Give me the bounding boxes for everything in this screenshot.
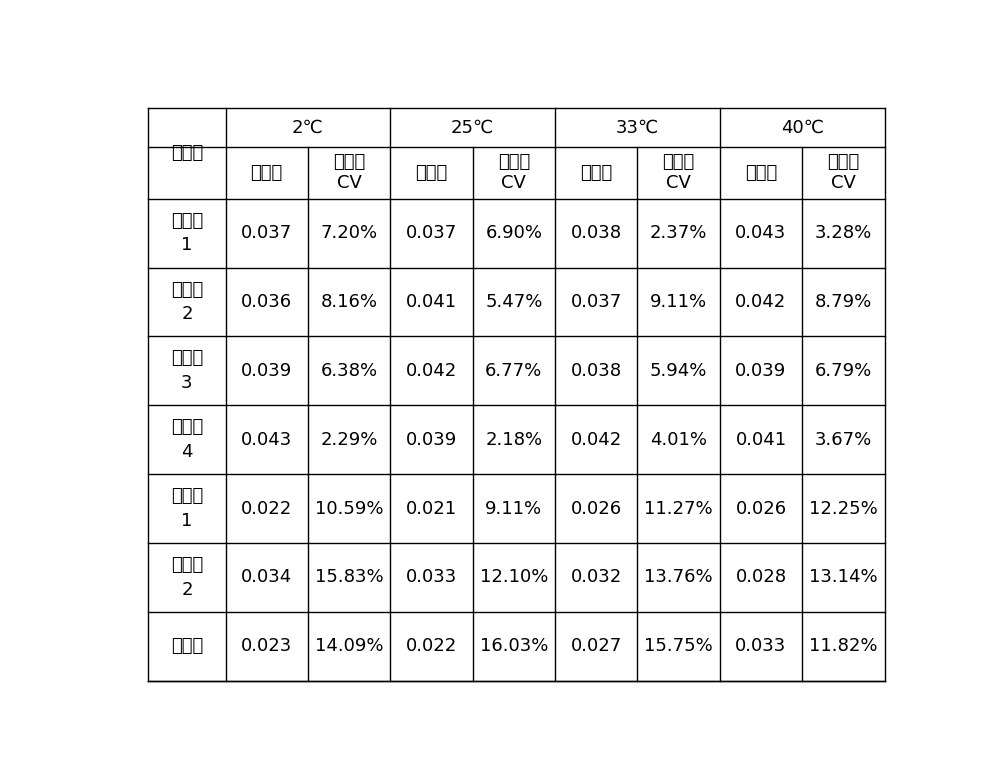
Text: 2: 2 — [181, 305, 193, 323]
Text: 0.043: 0.043 — [241, 430, 292, 448]
Text: 0.028: 0.028 — [735, 569, 787, 587]
Text: 15.75%: 15.75% — [644, 637, 713, 655]
Text: 0.034: 0.034 — [241, 569, 292, 587]
Text: 实施例: 实施例 — [171, 280, 203, 298]
Text: 16.03%: 16.03% — [480, 637, 548, 655]
Text: 0.033: 0.033 — [406, 569, 457, 587]
Text: 0.037: 0.037 — [571, 293, 622, 311]
Text: 3.67%: 3.67% — [815, 430, 872, 448]
Text: 6.77%: 6.77% — [485, 362, 542, 380]
Text: 4: 4 — [181, 443, 193, 461]
Text: 4.01%: 4.01% — [650, 430, 707, 448]
Text: 重复性
CV: 重复性 CV — [333, 154, 365, 192]
Text: 5.47%: 5.47% — [485, 293, 543, 311]
Text: 8.79%: 8.79% — [815, 293, 872, 311]
Text: 0.026: 0.026 — [735, 500, 787, 517]
Text: 0.042: 0.042 — [406, 362, 457, 380]
Text: 0.041: 0.041 — [735, 430, 787, 448]
Text: 平均值: 平均值 — [251, 164, 283, 182]
Text: 0.022: 0.022 — [241, 500, 292, 517]
Text: 平均值: 平均值 — [415, 164, 448, 182]
Text: 3.28%: 3.28% — [815, 224, 872, 242]
Text: 0.023: 0.023 — [241, 637, 292, 655]
Text: 0.032: 0.032 — [571, 569, 622, 587]
Text: 试验组: 试验组 — [171, 145, 203, 162]
Text: 0.042: 0.042 — [735, 293, 787, 311]
Text: 2.29%: 2.29% — [320, 430, 378, 448]
Text: 0.037: 0.037 — [241, 224, 292, 242]
Text: 0.027: 0.027 — [571, 637, 622, 655]
Text: 11.27%: 11.27% — [644, 500, 713, 517]
Text: 14.09%: 14.09% — [315, 637, 383, 655]
Text: 1: 1 — [181, 512, 193, 530]
Text: 1: 1 — [181, 236, 193, 255]
Text: 2℃: 2℃ — [292, 119, 324, 137]
Text: 13.76%: 13.76% — [644, 569, 713, 587]
Text: 9.11%: 9.11% — [485, 500, 542, 517]
Text: 2: 2 — [181, 581, 193, 599]
Text: 0.039: 0.039 — [406, 430, 457, 448]
Text: 9.11%: 9.11% — [650, 293, 707, 311]
Text: 0.033: 0.033 — [735, 637, 787, 655]
Text: 33℃: 33℃ — [616, 119, 659, 137]
Text: 12.25%: 12.25% — [809, 500, 878, 517]
Text: 15.83%: 15.83% — [315, 569, 383, 587]
Text: 5.94%: 5.94% — [650, 362, 707, 380]
Text: 重复性
CV: 重复性 CV — [498, 154, 530, 192]
Text: 11.82%: 11.82% — [809, 637, 878, 655]
Text: 重复性
CV: 重复性 CV — [662, 154, 695, 192]
Text: 实施例: 实施例 — [171, 350, 203, 368]
Text: 13.14%: 13.14% — [809, 569, 878, 587]
Text: 0.036: 0.036 — [241, 293, 292, 311]
Text: 对比例: 对比例 — [171, 637, 203, 655]
Text: 0.041: 0.041 — [406, 293, 457, 311]
Text: 40℃: 40℃ — [781, 119, 824, 137]
Text: 0.037: 0.037 — [406, 224, 457, 242]
Text: 6.79%: 6.79% — [815, 362, 872, 380]
Text: 实施例: 实施例 — [171, 211, 203, 230]
Text: 6.90%: 6.90% — [485, 224, 542, 242]
Text: 7.20%: 7.20% — [321, 224, 378, 242]
Text: 0.038: 0.038 — [571, 224, 622, 242]
Text: 0.039: 0.039 — [735, 362, 787, 380]
Text: 0.043: 0.043 — [735, 224, 787, 242]
Text: 0.038: 0.038 — [571, 362, 622, 380]
Text: 25℃: 25℃ — [451, 119, 494, 137]
Text: 对比例: 对比例 — [171, 487, 203, 505]
Text: 12.10%: 12.10% — [480, 569, 548, 587]
Text: 平均值: 平均值 — [580, 164, 612, 182]
Text: 0.026: 0.026 — [571, 500, 622, 517]
Text: 10.59%: 10.59% — [315, 500, 383, 517]
Text: 平均值: 平均值 — [745, 164, 777, 182]
Text: 0.039: 0.039 — [241, 362, 292, 380]
Text: 3: 3 — [181, 375, 193, 392]
Text: 重复性
CV: 重复性 CV — [827, 154, 859, 192]
Text: 对比例: 对比例 — [171, 556, 203, 574]
Text: 实施例: 实施例 — [171, 418, 203, 437]
Text: 8.16%: 8.16% — [321, 293, 378, 311]
Text: 0.042: 0.042 — [571, 430, 622, 448]
Text: 6.38%: 6.38% — [321, 362, 378, 380]
Text: 2.18%: 2.18% — [485, 430, 542, 448]
Text: 0.021: 0.021 — [406, 500, 457, 517]
Text: 2.37%: 2.37% — [650, 224, 707, 242]
Text: 0.022: 0.022 — [406, 637, 457, 655]
